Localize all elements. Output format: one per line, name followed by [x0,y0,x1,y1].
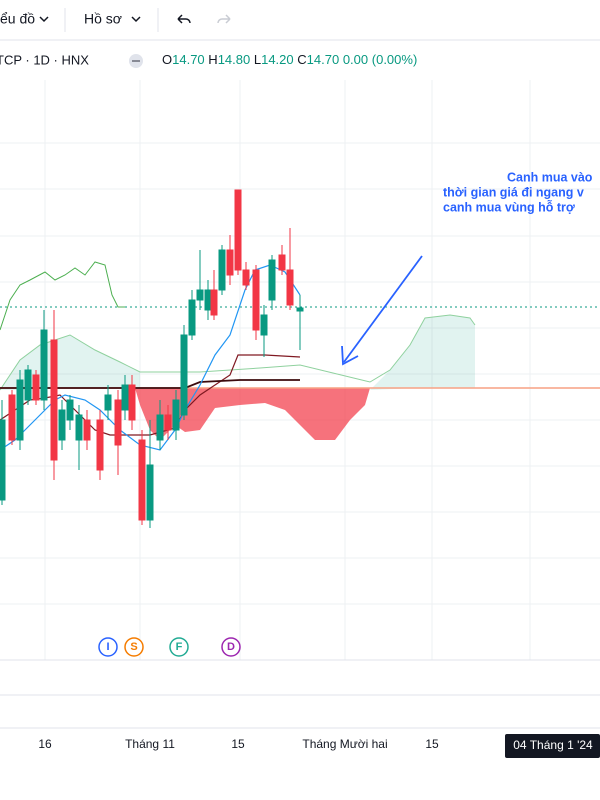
time-label: 15 [231,737,245,751]
chevron [39,16,49,23]
event-icon[interactable] [124,637,144,657]
time-label: Tháng Mười hai [302,737,387,751]
arrow [343,255,423,363]
crosshair-badge [505,734,600,758]
change: 0.00 [343,52,368,67]
ohlc-value: 14.20 [261,52,294,67]
time-label: Tháng 11 [125,737,175,751]
symbol: TCP · 1D · HNX [0,52,89,67]
legend: TCP · 1D · HNX O14.70 H14.80 L14.20 C14.… [0,52,417,68]
time-label: 15 [425,737,439,751]
cloud-down [135,388,370,440]
ohlc-label: C [297,52,306,67]
event-label: F [176,641,183,653]
crosshair-label: 04 Tháng 1 '24 [513,738,593,752]
event-label: D [227,641,235,653]
cloud-up [370,315,475,390]
ohlc-value: 14.80 [218,52,251,67]
ohlc-label: L [254,52,261,67]
change-percent: (0.00%) [372,52,418,67]
event-icon[interactable] [98,637,118,657]
ohlc-label: O [162,52,172,67]
lagging-span [0,261,125,331]
candles [0,189,304,528]
annotation-line: canh mua vùng hỗ trợ [443,199,575,214]
span-a [0,314,476,391]
time-axis: 16 Tháng 11 15 Tháng Mười hai 15 04 Thán… [38,734,600,758]
ohlc: O14.70 H14.80 L14.20 C14.70 0.00 (0.00%) [162,52,417,67]
annotation-line: Canh mua vào [507,170,593,184]
chevron [131,16,141,23]
toolbar: ểu đồ Hồ sơ [0,8,231,32]
ohlc-label: H [208,52,217,67]
chart-menu[interactable]: ểu đồ [0,11,35,27]
base-line-2 [0,379,300,389]
ichimoku [0,261,600,451]
event-label: I [106,641,109,653]
event-icon[interactable] [169,637,189,657]
events: I S F D [98,637,241,657]
annotation-line: thời gian giá đi ngang v [443,185,584,199]
event-icon[interactable] [221,637,241,657]
profile-menu[interactable]: Hồ sơ [84,11,122,27]
ohlc-value: 14.70 [172,52,205,67]
undo-button[interactable] [177,14,191,24]
arrow-head [341,345,359,366]
ohlc-value: 14.70 [307,52,340,67]
time-label: 16 [38,737,52,751]
event-label: S [130,641,137,653]
redo-button[interactable] [217,14,231,24]
annotation: Canh mua vào thời gian giá đi ngang v ca… [341,170,593,366]
